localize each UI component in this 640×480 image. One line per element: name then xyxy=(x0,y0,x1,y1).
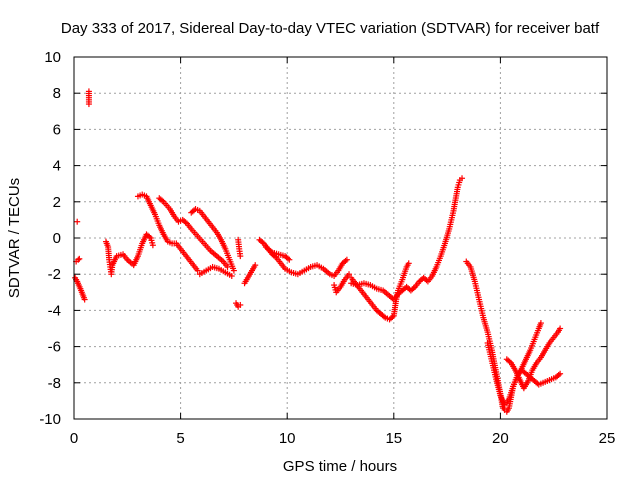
x-tick-label: 15 xyxy=(385,430,402,447)
data-point xyxy=(557,325,564,332)
y-axis-label: SDTVAR / TECUs xyxy=(6,178,23,298)
data-point xyxy=(230,267,237,274)
data-point xyxy=(194,267,201,274)
data-point xyxy=(75,256,82,263)
data-point xyxy=(343,256,350,263)
y-tick-label: -8 xyxy=(48,375,61,392)
data-point xyxy=(286,256,293,263)
data-point xyxy=(252,262,259,269)
data-point xyxy=(405,260,412,267)
data-point xyxy=(228,273,235,280)
y-tick-label: -4 xyxy=(48,302,61,319)
data-point xyxy=(237,253,244,260)
x-tick-label: 5 xyxy=(176,430,184,447)
y-tick-label: 4 xyxy=(53,158,61,175)
y-tick-label: -10 xyxy=(39,411,61,428)
y-tick-label: 8 xyxy=(53,85,61,102)
grid xyxy=(74,57,607,419)
y-tick-label: 10 xyxy=(44,49,61,66)
y-tick-label: -2 xyxy=(48,266,61,283)
y-tick-label: -6 xyxy=(48,339,61,356)
data-point xyxy=(85,101,92,108)
data-point xyxy=(459,175,466,182)
data-point xyxy=(149,242,156,249)
data-point xyxy=(81,296,88,303)
data-point xyxy=(76,255,83,262)
data-point xyxy=(237,301,244,308)
plot-frame xyxy=(73,56,608,420)
data-marks xyxy=(72,88,564,415)
data-point xyxy=(537,320,544,327)
data-point xyxy=(74,218,81,225)
data-point xyxy=(224,263,231,270)
y-tick-label: 0 xyxy=(53,230,61,247)
x-tick-label: 10 xyxy=(279,430,296,447)
y-tick-label: 2 xyxy=(53,194,61,211)
x-tick-label: 20 xyxy=(492,430,509,447)
x-axis-label: GPS time / hours xyxy=(283,458,397,475)
y-tick-label: 6 xyxy=(53,121,61,138)
x-tick-label: 25 xyxy=(599,430,616,447)
x-tick-label: 0 xyxy=(70,430,78,447)
data-point xyxy=(346,271,353,278)
chart-title: Day 333 of 2017, Sidereal Day-to-day VTE… xyxy=(61,20,600,37)
axis-tick-labels: 0 5 10 15 20 25 -10 -8 -6 -4 -2 0 2 4 6 8 10 xyxy=(39,49,615,447)
data-point xyxy=(557,370,564,377)
